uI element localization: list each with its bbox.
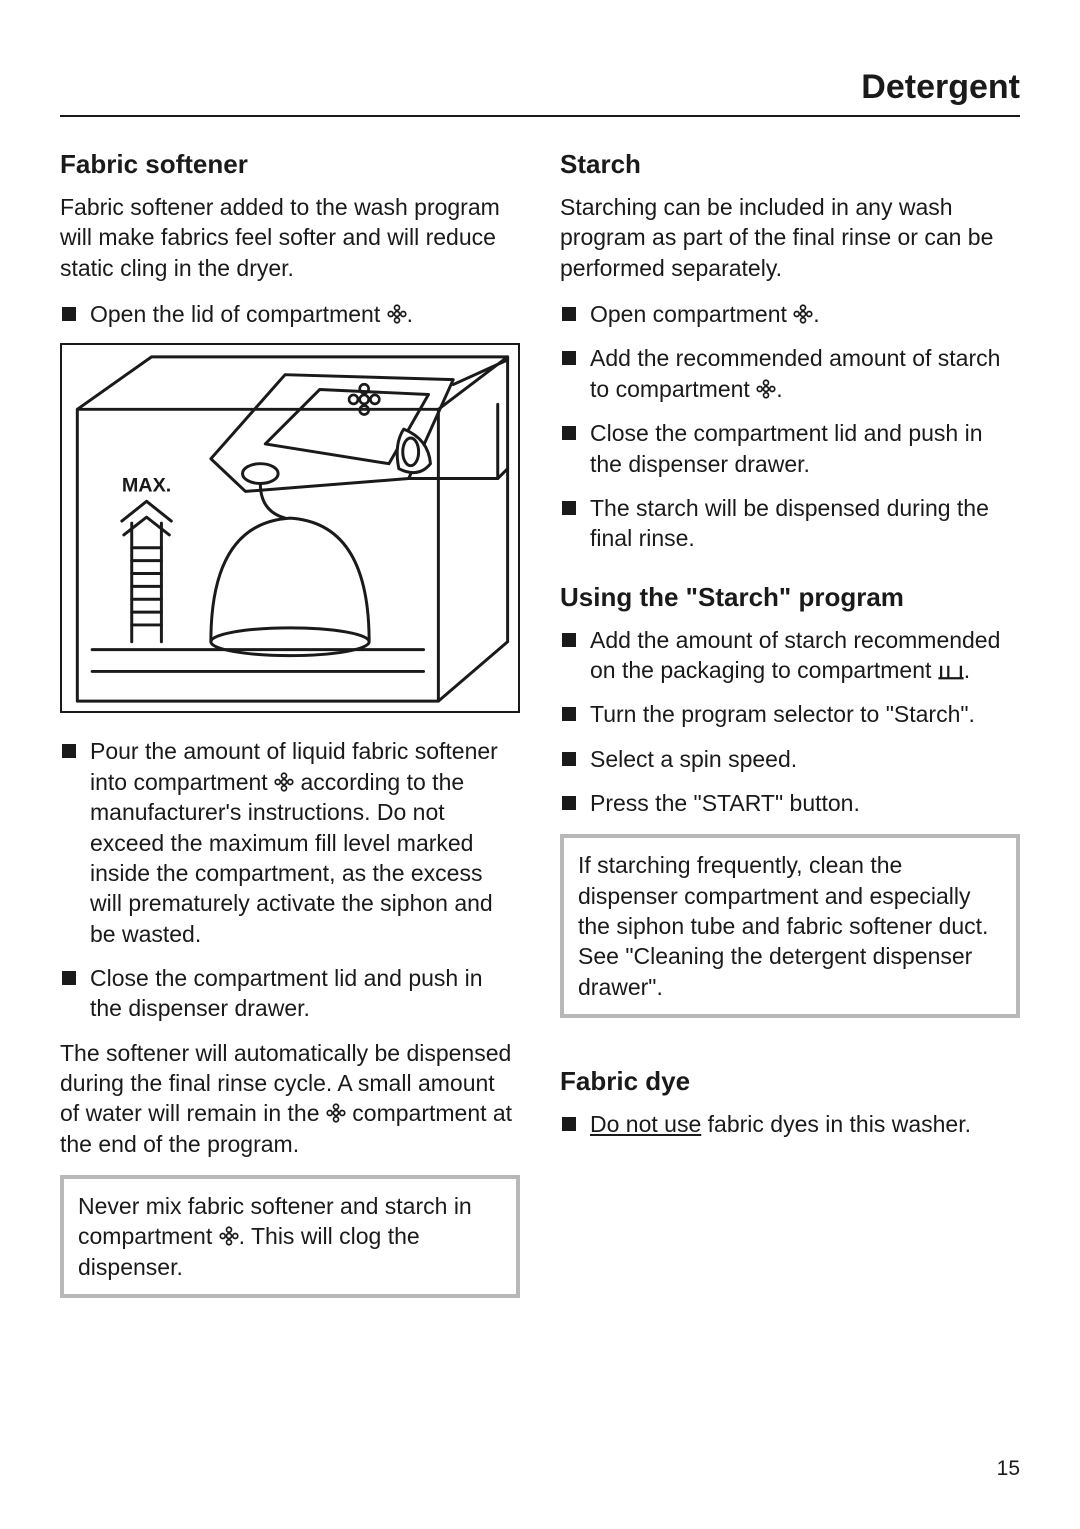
step-pour: Pour the amount of liquid fabric softene… bbox=[60, 736, 520, 949]
softener-intro: Fabric softener added to the wash progra… bbox=[60, 192, 520, 283]
heading-fabric-softener: Fabric softener bbox=[60, 149, 520, 180]
step-close: Close the compartment lid and push in th… bbox=[60, 963, 520, 1024]
step-start: Press the "START" button. bbox=[560, 788, 1020, 818]
dye-steps: Do not use fabric dyes in this washer. bbox=[560, 1109, 1020, 1139]
step-spin: Select a spin speed. bbox=[560, 744, 1020, 774]
svg-text:MAX.: MAX. bbox=[122, 475, 171, 497]
step-prog-add: Add the amount of starch recommended on … bbox=[560, 625, 1020, 686]
softener-steps-1: Open the lid of compartment . bbox=[60, 299, 520, 329]
step-open-comp: Open compartment . bbox=[560, 299, 1020, 329]
right-column: Starch Starching can be included in any … bbox=[560, 145, 1020, 1316]
flower-icon bbox=[326, 1103, 346, 1123]
softener-steps-2: Pour the amount of liquid fabric softene… bbox=[60, 736, 520, 1023]
page-header: Detergent bbox=[60, 68, 1020, 117]
softener-note: Never mix fabric softener and starch in … bbox=[60, 1175, 520, 1298]
flower-icon bbox=[387, 304, 407, 324]
starch-steps: Open compartment . Add the recommended a… bbox=[560, 299, 1020, 554]
left-column: Fabric softener Fabric softener added to… bbox=[60, 145, 520, 1316]
content-columns: Fabric softener Fabric softener added to… bbox=[60, 145, 1020, 1316]
starch-note: If starching frequently, clean the dispe… bbox=[560, 834, 1020, 1018]
softener-auto: The softener will automatically be dispe… bbox=[60, 1038, 520, 1159]
starch-intro: Starching can be included in any wash pr… bbox=[560, 192, 1020, 283]
step-dispense: The starch will be dispensed during the … bbox=[560, 493, 1020, 554]
flower-icon bbox=[274, 772, 294, 792]
starch-program-steps: Add the amount of starch recommended on … bbox=[560, 625, 1020, 819]
step-close-comp: Close the compartment lid and push in th… bbox=[560, 418, 1020, 479]
flower-icon bbox=[756, 379, 776, 399]
step-turn-selector: Turn the program selector to "Starch". bbox=[560, 699, 1020, 729]
compartment-icon bbox=[938, 663, 964, 681]
heading-starch-program: Using the "Starch" program bbox=[560, 582, 1020, 613]
page-number: 15 bbox=[997, 1457, 1020, 1481]
step-add-starch: Add the recommended amount of starch to … bbox=[560, 343, 1020, 404]
flower-icon bbox=[219, 1226, 239, 1246]
heading-fabric-dye: Fabric dye bbox=[560, 1066, 1020, 1097]
step-open-lid: Open the lid of compartment . bbox=[60, 299, 520, 329]
dispenser-diagram: MAX. bbox=[60, 343, 520, 713]
heading-starch: Starch bbox=[560, 149, 1020, 180]
page-title: Detergent bbox=[60, 68, 1020, 107]
flower-icon bbox=[793, 304, 813, 324]
step-dye: Do not use fabric dyes in this washer. bbox=[560, 1109, 1020, 1139]
